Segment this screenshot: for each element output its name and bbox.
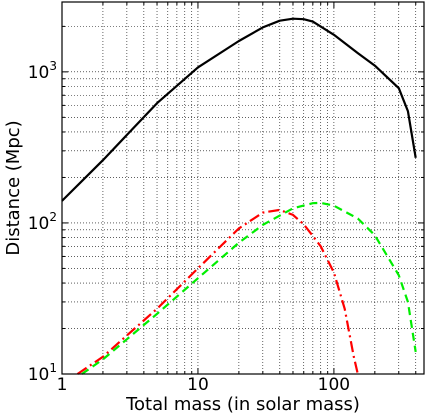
tick-labels: 1 10 100 101 102 103 — [28, 59, 350, 395]
plot-frame — [61, 1, 425, 375]
x-axis-label: Total mass (in solar mass) — [125, 394, 360, 415]
x-tick-label: 1 — [57, 375, 68, 395]
series-line-3 — [81, 201, 417, 375]
x-tick-label: 10 — [187, 375, 209, 395]
axis-ticks — [61, 2, 424, 375]
series-line-2 — [76, 208, 359, 375]
grid — [62, 2, 424, 374]
y-tick-label: 103 — [28, 59, 57, 83]
y-tick-label: 102 — [28, 210, 57, 234]
series-layer — [61, 17, 417, 375]
y-tick-label: 101 — [28, 361, 57, 385]
x-tick-label: 100 — [318, 375, 350, 395]
y-axis-label: Distance (Mpc) — [3, 120, 24, 255]
series-line-1 — [61, 17, 417, 202]
